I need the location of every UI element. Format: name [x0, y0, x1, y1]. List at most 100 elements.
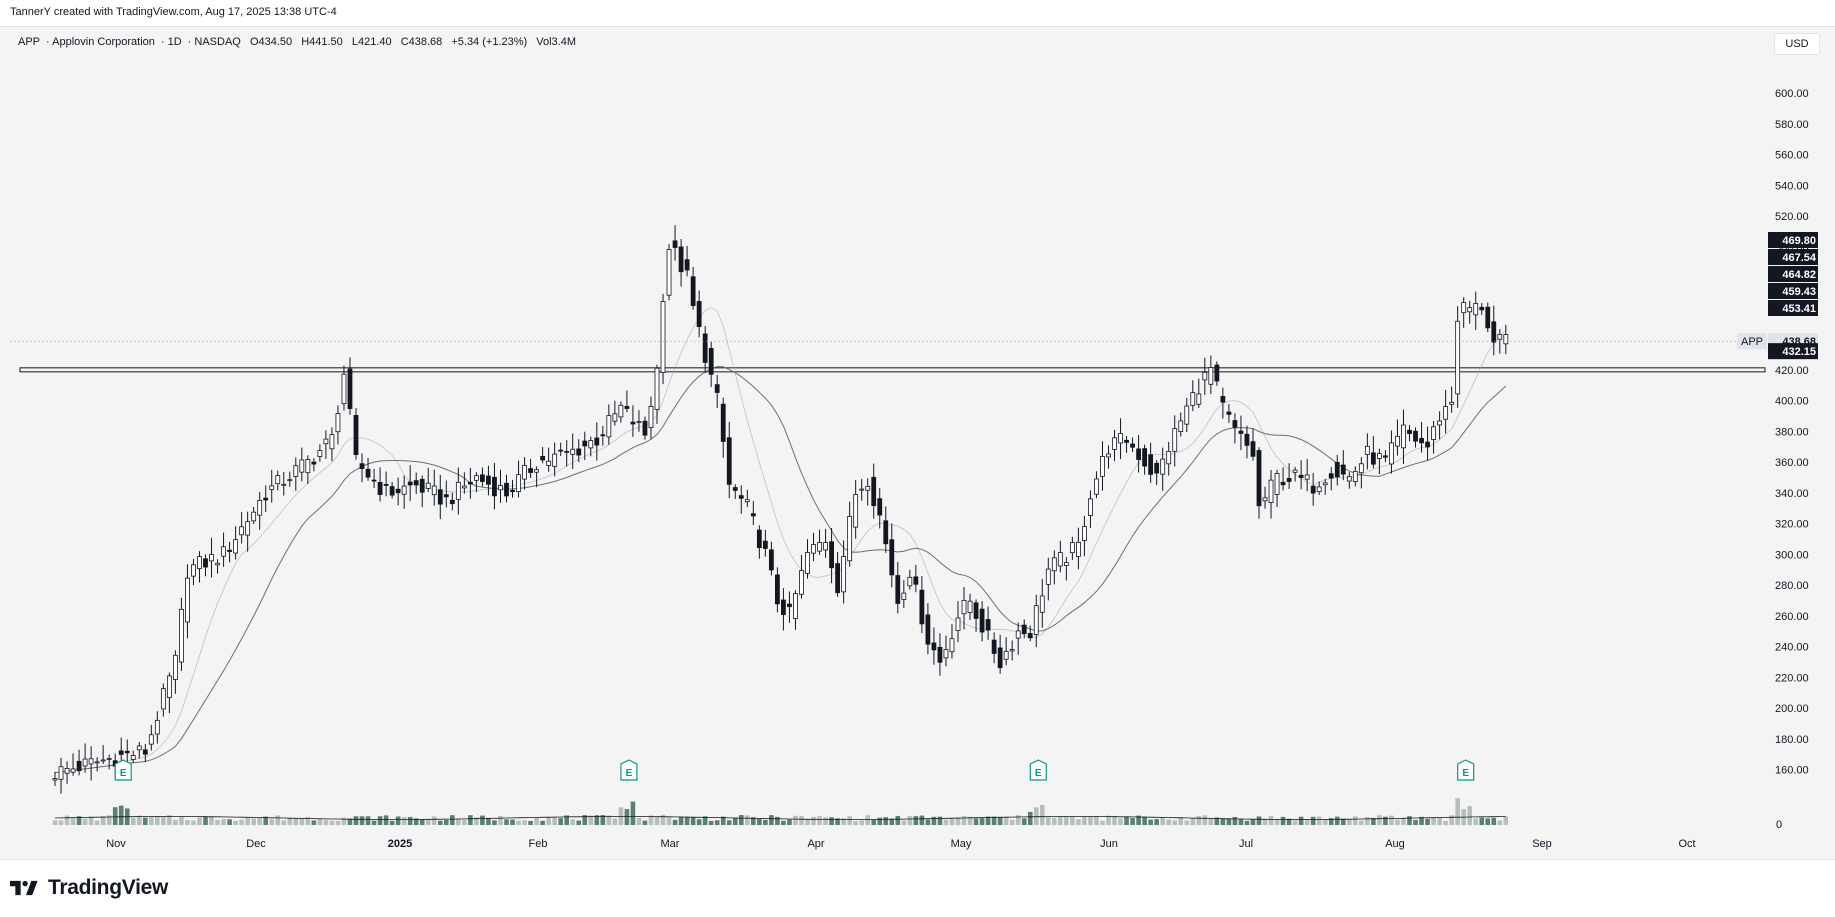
legend-interval[interactable]: 1D: [167, 36, 182, 48]
candle: [805, 552, 810, 574]
volume-bar: [155, 816, 160, 825]
candle: [335, 413, 341, 433]
candle: [775, 574, 780, 605]
candle: [907, 576, 913, 587]
candle: [239, 526, 245, 536]
candle: [1045, 568, 1051, 585]
volume-bar: [1280, 816, 1286, 825]
candle: [1437, 420, 1442, 426]
candle: [148, 734, 154, 745]
candle: [1304, 474, 1310, 480]
candle: [606, 415, 612, 438]
last-price-symbol: APP: [1741, 336, 1763, 348]
candle: [443, 494, 449, 498]
volume-bar: [666, 817, 672, 825]
volume-bar: [1009, 819, 1015, 825]
volume-bar: [883, 817, 889, 825]
volume-bar: [763, 819, 768, 825]
volume-bar: [949, 818, 955, 825]
volume-bar: [1021, 818, 1027, 825]
candle: [281, 483, 287, 486]
volume-bar: [353, 816, 359, 825]
candle: [1166, 450, 1172, 465]
y-tick-label: 340.00: [1775, 488, 1809, 500]
volume-bar: [389, 820, 395, 825]
earnings-marker-icon: [620, 759, 638, 781]
candle: [1214, 364, 1220, 382]
volume-bar: [407, 816, 413, 825]
candle: [1310, 485, 1316, 494]
candle: [76, 760, 82, 772]
volume-bar: [1039, 805, 1045, 825]
volume-bar: [167, 815, 172, 825]
candle: [991, 639, 997, 654]
candle: [1100, 456, 1105, 477]
candle: [829, 541, 834, 569]
currency-button[interactable]: USD: [1774, 33, 1820, 55]
volume-bar: [293, 818, 299, 825]
tradingview-logo[interactable]: TradingView: [10, 876, 168, 900]
price-label-box: [1768, 300, 1818, 316]
earnings-marker-label: E: [1035, 768, 1042, 779]
volume-bar: [197, 817, 202, 825]
volume-bar: [805, 819, 810, 825]
volume-bar: [474, 817, 479, 825]
candle: [1449, 401, 1455, 405]
candle: [82, 758, 88, 767]
volume-bar: [714, 820, 720, 825]
volume-bar: [907, 815, 913, 825]
candle: [1238, 430, 1244, 434]
candle: [762, 540, 768, 549]
candle: [504, 482, 509, 497]
chart-area[interactable]: [0, 26, 1835, 860]
candle: [1268, 479, 1274, 503]
x-tick-label: 2025: [388, 838, 412, 850]
earnings-marker-label: E: [1462, 768, 1469, 779]
y-tick-label: 540.00: [1775, 180, 1809, 192]
volume-bar: [1256, 816, 1262, 825]
volume-bar: [817, 816, 822, 825]
candle: [901, 592, 907, 600]
candle: [1232, 420, 1238, 428]
candle: [576, 448, 582, 456]
candle: [1383, 455, 1388, 458]
candle: [353, 415, 359, 455]
volume-bar: [1407, 816, 1412, 825]
candle: [1316, 486, 1322, 493]
volume-bar: [570, 819, 576, 825]
volume-bar: [1160, 817, 1165, 825]
volume-bar: [847, 816, 852, 825]
candle: [1503, 334, 1509, 345]
volume-bar: [654, 817, 660, 825]
candle: [1280, 481, 1286, 486]
candle: [88, 758, 94, 765]
volume-bar: [347, 818, 353, 825]
candle: [949, 638, 955, 653]
volume-bar: [1328, 818, 1334, 825]
price-label: 459.43: [1782, 286, 1816, 298]
legend-close: C438.68: [400, 36, 443, 48]
volume-bar: [1310, 816, 1316, 825]
candle: [768, 549, 774, 571]
volume-bar: [1184, 820, 1190, 825]
volume-bar: [1033, 807, 1039, 825]
volume-bar: [1455, 798, 1460, 825]
candle: [817, 542, 822, 552]
volume-bar: [251, 818, 256, 825]
candle: [582, 440, 588, 447]
volume-bar: [961, 816, 967, 825]
legend-symbol[interactable]: APP: [18, 36, 41, 48]
candle: [1220, 396, 1226, 403]
volume-bar: [413, 818, 419, 825]
volume-bar: [642, 820, 648, 825]
candle: [961, 599, 967, 615]
price-label: 467.54: [1782, 252, 1817, 264]
candle: [1358, 463, 1364, 474]
candle: [1021, 624, 1027, 635]
volume-bar: [1118, 818, 1123, 825]
y-tick-label: 220.00: [1775, 672, 1809, 684]
candle: [293, 465, 299, 477]
volume-bar: [1340, 818, 1346, 825]
candle: [871, 476, 877, 506]
